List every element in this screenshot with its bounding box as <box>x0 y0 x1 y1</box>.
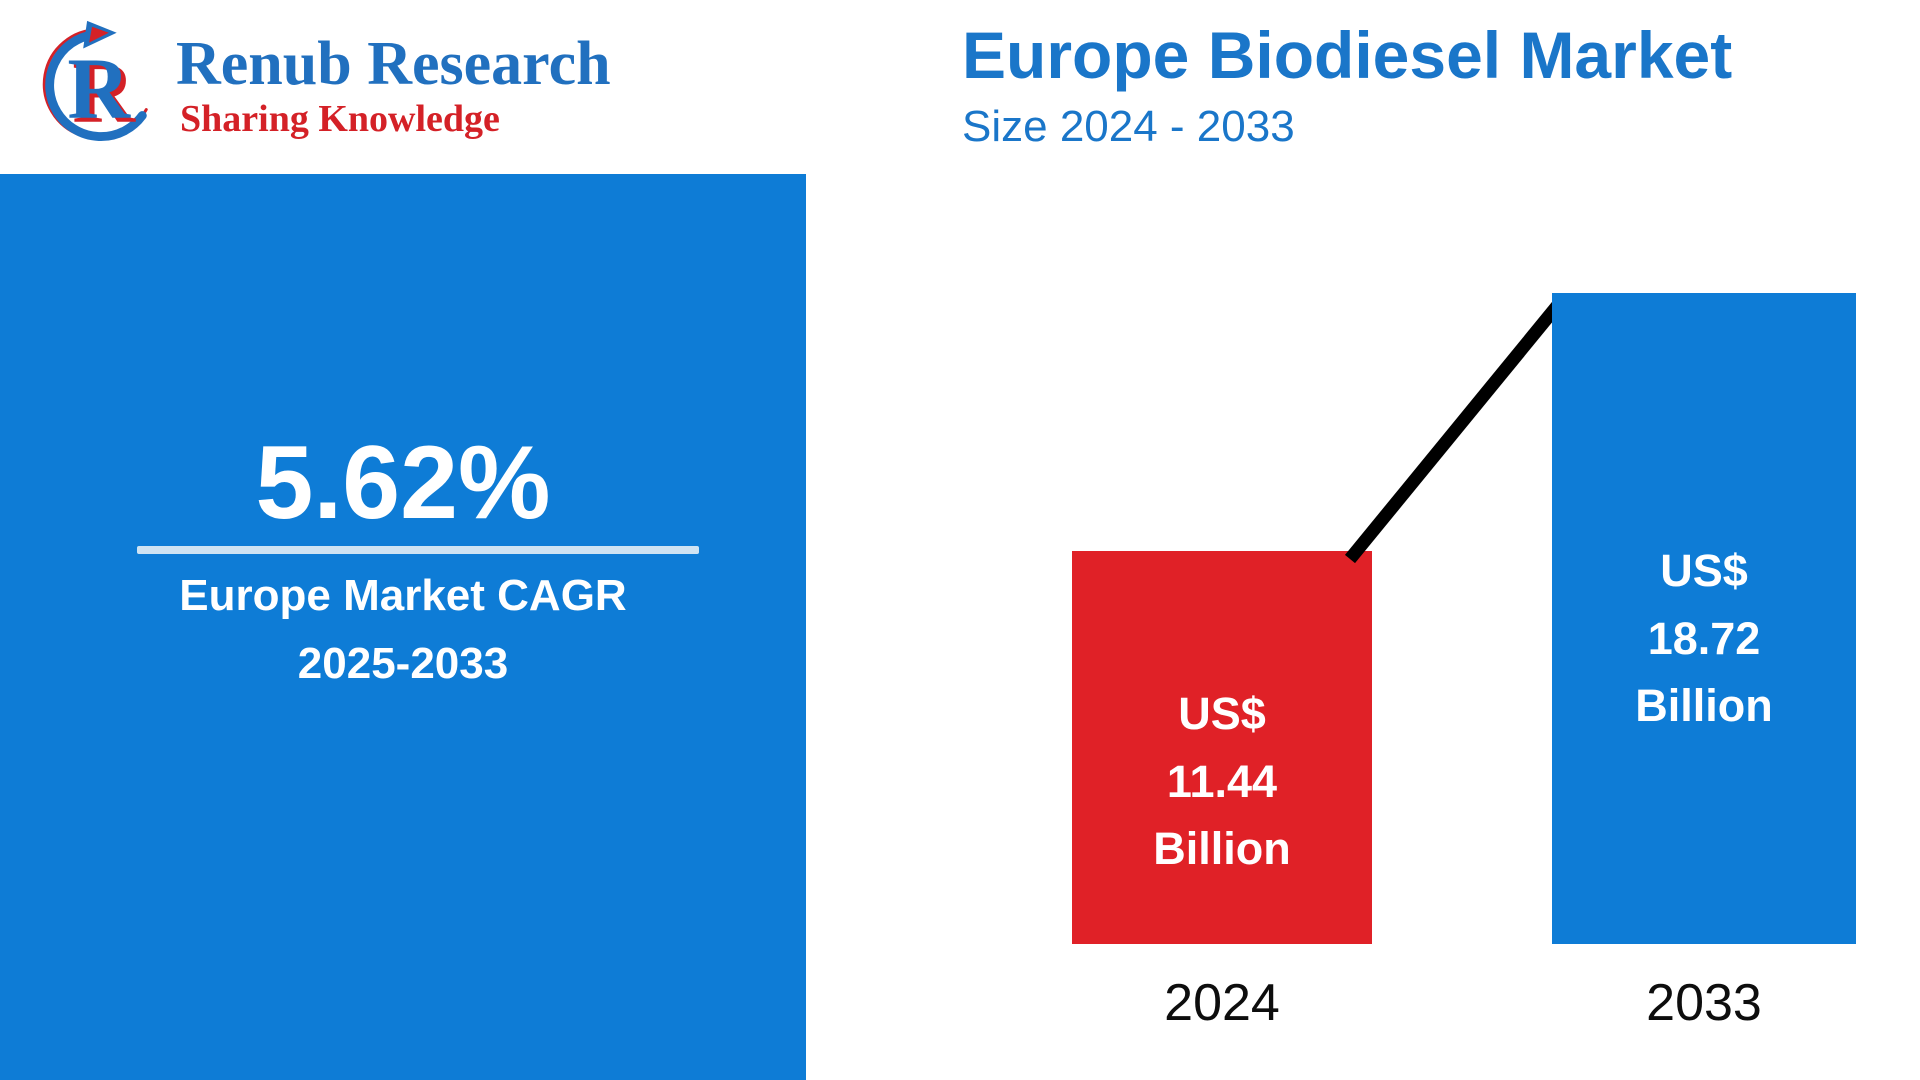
svg-text:R: R <box>72 44 136 140</box>
year-label-2024: 2024 <box>1164 974 1280 1032</box>
svg-text:R: R <box>67 40 131 136</box>
renub-logo-icon: R R <box>42 20 148 142</box>
cagr-period: 2025-2033 <box>297 639 509 688</box>
page-title: Europe Biodiesel Market <box>962 18 1733 92</box>
bar-2033-value: 18.72 <box>1647 612 1761 664</box>
brand-name: Renub Research <box>176 30 611 98</box>
bar-2033-currency: US$ <box>1660 545 1748 597</box>
page-subtitle: Size 2024 - 2033 <box>962 102 1295 152</box>
bar-2024-currency: US$ <box>1178 688 1266 740</box>
title-block: Europe Biodiesel Market Size 2024 - 2033 <box>962 16 1892 154</box>
cagr-divider <box>137 546 699 554</box>
cagr-value: 5.62% <box>255 425 551 541</box>
bar-2024-value: 11.44 <box>1166 755 1278 807</box>
bar-2024-unit: Billion <box>1153 823 1291 875</box>
bar-2024: US$ 11.44 Billion <box>1072 551 1372 944</box>
bar-2033-unit: Billion <box>1635 680 1773 732</box>
cagr-panel: 5.62% Europe Market CAGR 2025-2033 Sourc… <box>0 174 806 1080</box>
brand-tagline: Sharing Knowledge <box>180 98 500 140</box>
cagr-label: Europe Market CAGR <box>179 571 627 620</box>
year-label-2033: 2033 <box>1646 974 1762 1032</box>
bar-2033: US$ 18.72 Billion <box>1552 293 1856 944</box>
